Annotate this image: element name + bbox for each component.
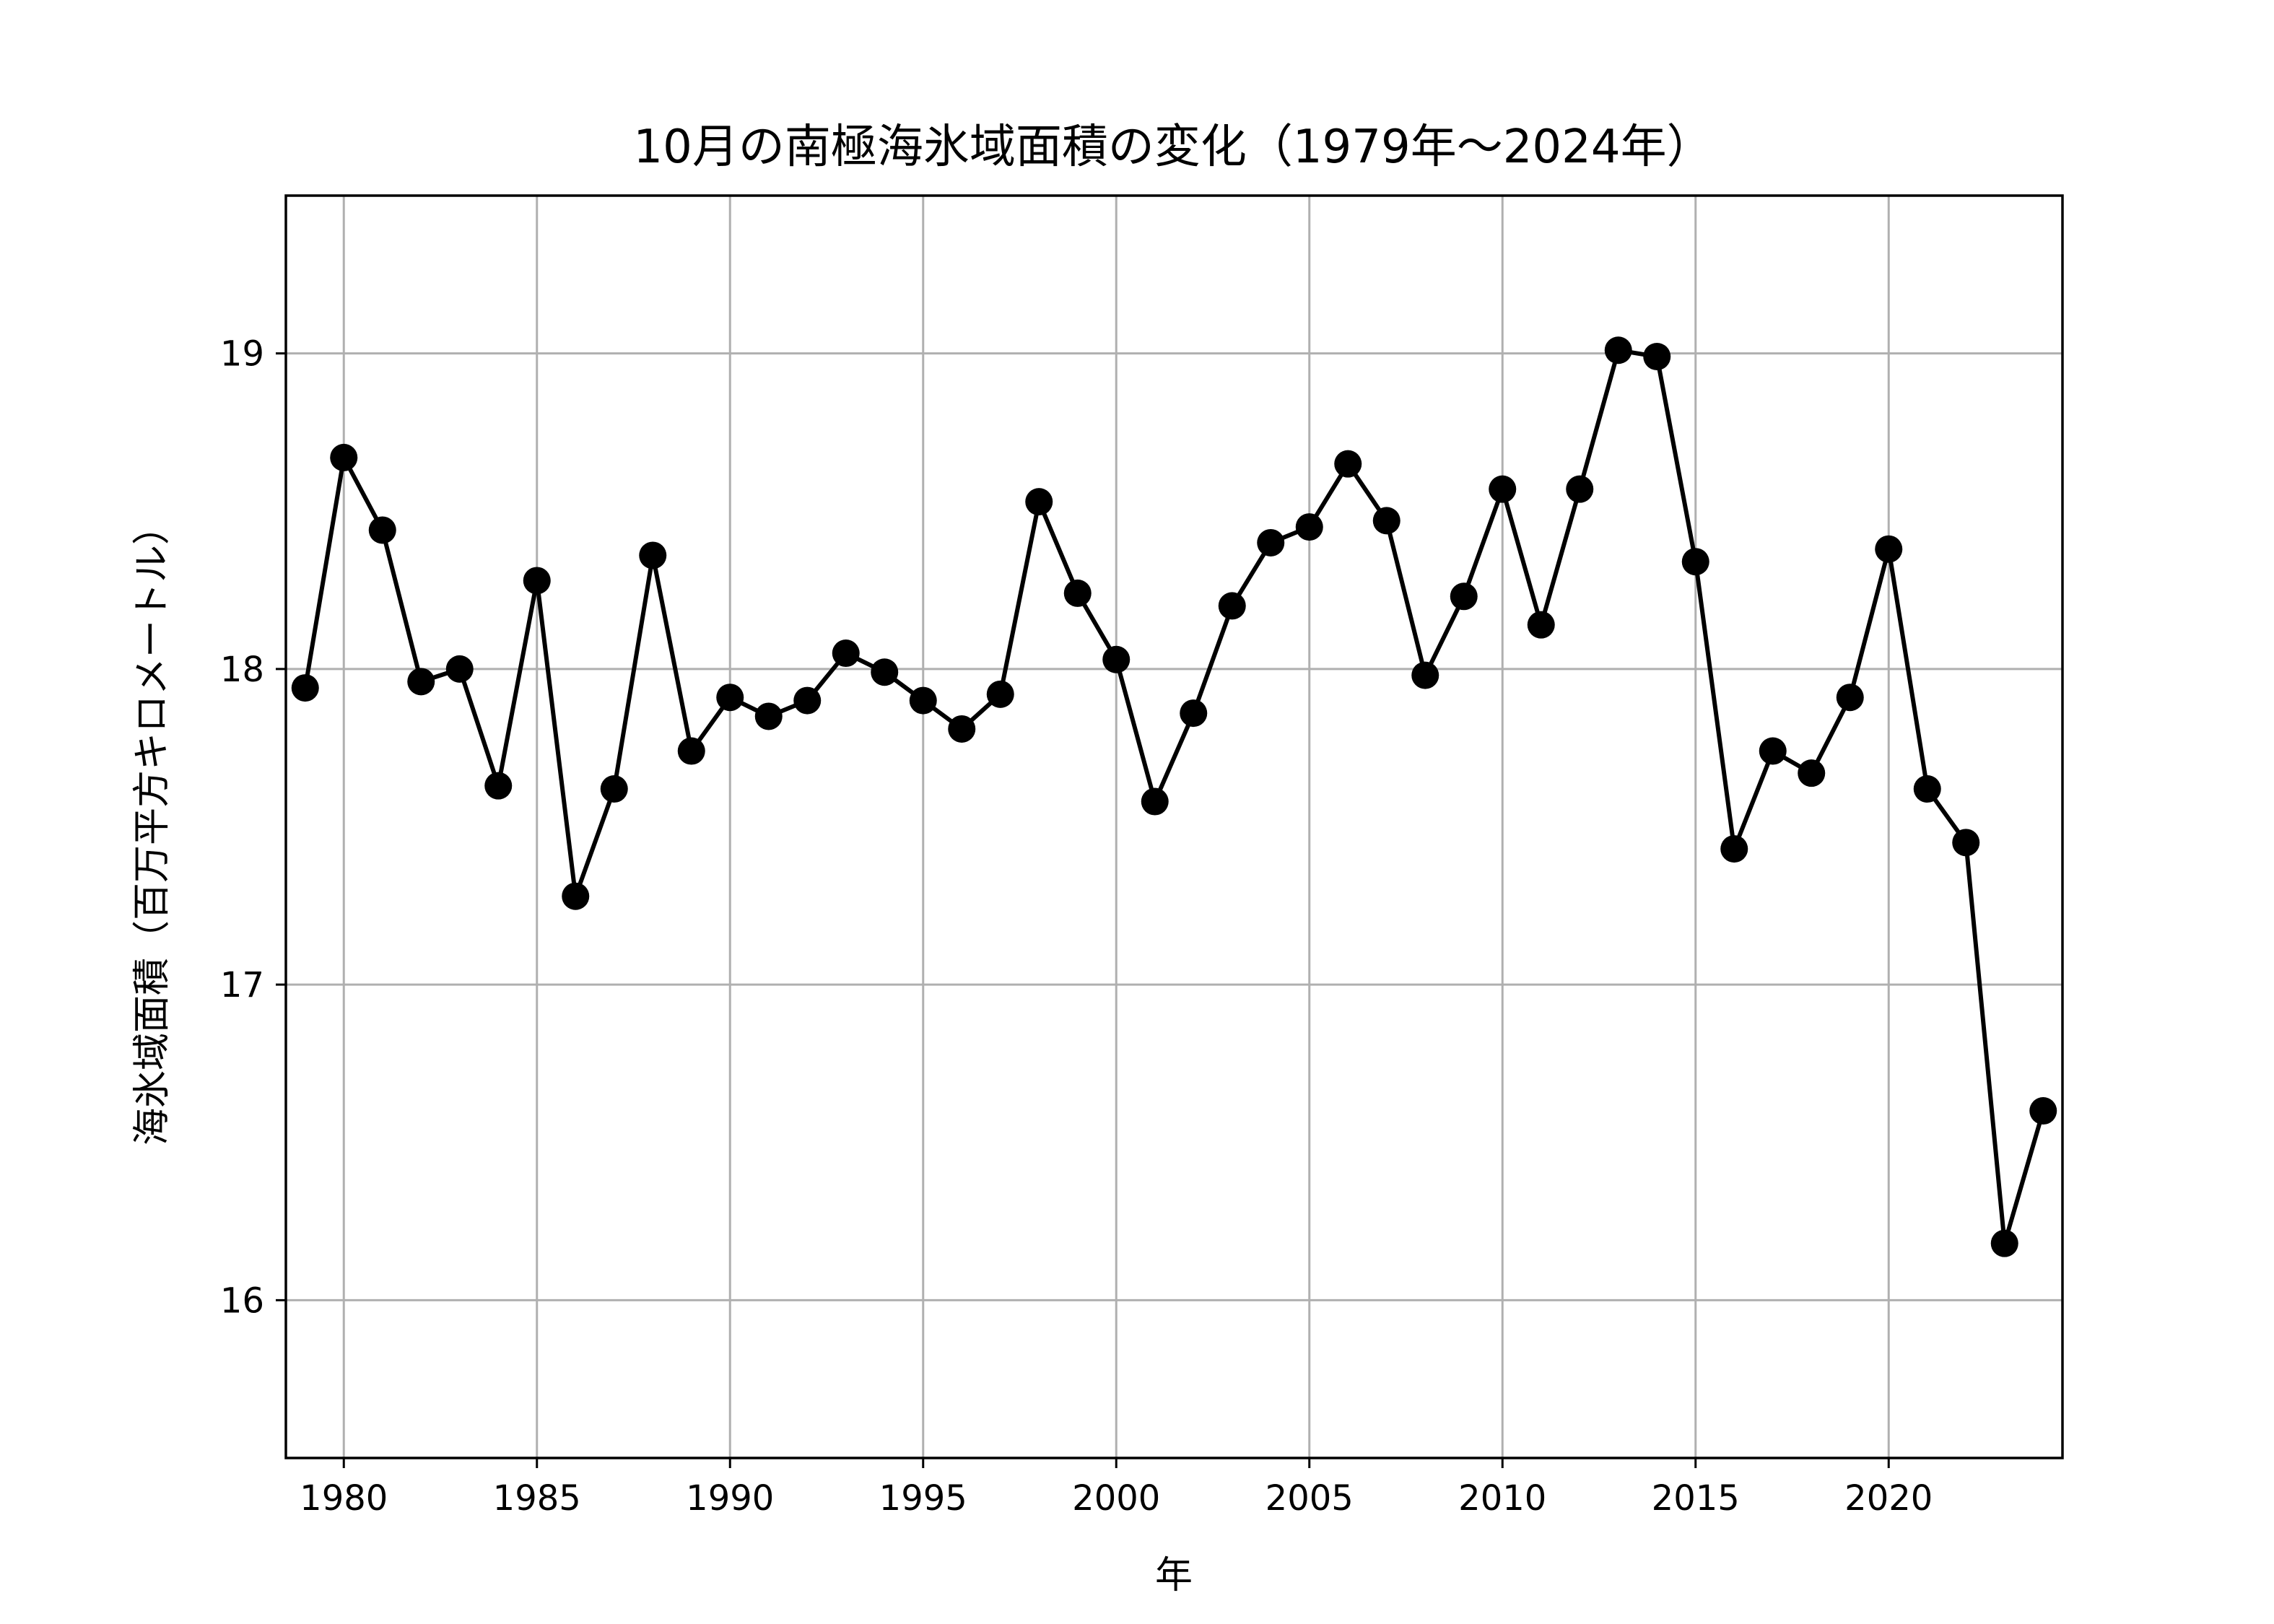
- data-point-2021: [1913, 775, 1941, 803]
- data-point-2003: [1218, 592, 1246, 620]
- data-point-1993: [832, 639, 860, 668]
- y-tick-label: 17: [220, 965, 264, 1005]
- data-point-1981: [368, 516, 396, 544]
- data-point-2011: [1527, 611, 1555, 639]
- data-point-1990: [716, 684, 744, 712]
- data-point-2019: [1836, 684, 1864, 712]
- data-point-1995: [909, 686, 937, 715]
- data-point-1984: [484, 772, 513, 800]
- data-point-2016: [1720, 835, 1748, 863]
- data-point-2004: [1257, 528, 1285, 556]
- series-line: [302, 348, 2046, 1246]
- x-tick-label: 2000: [1072, 1478, 1160, 1519]
- data-point-2013: [1604, 336, 1632, 364]
- x-tick-label: 1980: [300, 1478, 388, 1519]
- data-point-2005: [1295, 513, 1323, 541]
- axis-ticks: 1980 1985 1990 1995 2000 2005 2010 2015 2020 16 17…: [220, 334, 1933, 1519]
- data-points: [291, 336, 2057, 1257]
- data-point-1985: [523, 567, 551, 595]
- y-tick-label: 16: [220, 1280, 264, 1321]
- chart-title: 10月の南極海氷域面積の変化（1979年～2024年）: [633, 121, 1712, 174]
- data-point-2012: [1566, 475, 1594, 503]
- x-tick-label: 1995: [879, 1478, 967, 1519]
- data-point-1997: [986, 680, 1014, 708]
- data-point-1998: [1025, 488, 1053, 516]
- data-point-1979: [291, 674, 319, 702]
- data-point-2001: [1141, 787, 1169, 816]
- data-point-2017: [1759, 737, 1787, 765]
- x-tick-label: 1985: [493, 1478, 581, 1519]
- data-point-2018: [1798, 759, 1826, 787]
- x-tick-label: 2005: [1265, 1478, 1354, 1519]
- data-point-1988: [639, 541, 667, 569]
- y-tick-label: 18: [220, 650, 264, 690]
- data-point-1991: [754, 702, 783, 730]
- data-point-1986: [562, 882, 590, 910]
- data-point-2006: [1334, 450, 1362, 478]
- data-point-2014: [1643, 342, 1671, 370]
- data-point-1999: [1063, 579, 1092, 607]
- data-point-1996: [948, 715, 976, 743]
- y-tick-label: 19: [220, 334, 264, 375]
- plot-frame: [284, 194, 2064, 1459]
- data-point-2015: [1681, 548, 1709, 576]
- x-tick-label: 2015: [1652, 1478, 1740, 1519]
- data-point-2020: [1875, 535, 1903, 563]
- x-tick-label: 2010: [1458, 1478, 1546, 1519]
- data-point-2022: [1952, 829, 1980, 857]
- data-point-1989: [677, 737, 705, 765]
- data-point-2010: [1489, 475, 1517, 503]
- x-tick-label: 2020: [1844, 1478, 1933, 1519]
- grid-lines: [286, 196, 2062, 1458]
- data-point-2000: [1102, 645, 1131, 673]
- data-point-1980: [330, 443, 358, 471]
- x-tick-label: 1990: [686, 1478, 774, 1519]
- data-point-1994: [871, 658, 899, 686]
- data-point-2007: [1372, 507, 1400, 535]
- x-axis-label: 年: [1155, 1554, 1193, 1597]
- data-point-2002: [1180, 699, 1208, 728]
- data-point-1983: [445, 655, 474, 683]
- data-point-2023: [1990, 1229, 2018, 1257]
- data-point-2008: [1411, 661, 1439, 689]
- data-point-1992: [793, 686, 822, 715]
- data-point-1982: [407, 668, 435, 696]
- data-point-2009: [1450, 582, 1478, 611]
- data-point-1987: [600, 775, 628, 803]
- y-axis-label: 海氷域面積（百万平方キロメートル）: [131, 507, 174, 1145]
- data-point-2024: [2029, 1097, 2057, 1125]
